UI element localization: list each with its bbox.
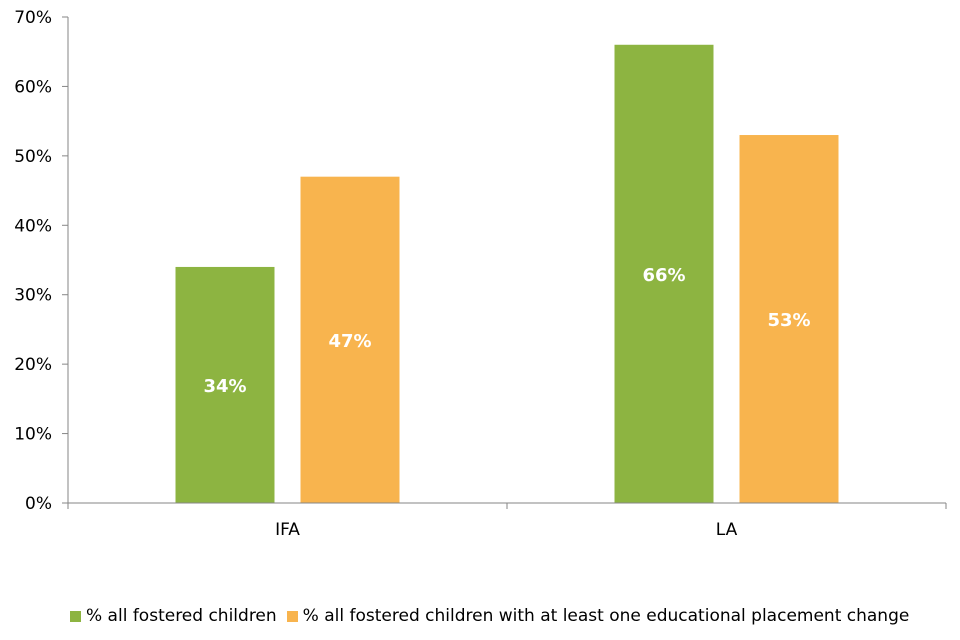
- bar-la-series-2: [739, 135, 839, 503]
- y-tick-label: 40%: [14, 216, 52, 236]
- legend-swatch-all-fostered: [70, 610, 81, 622]
- data-label-la-series-1: 66%: [642, 265, 685, 286]
- category-label-ifa: IFA: [275, 520, 300, 540]
- legend: % all fostered children % all fostered c…: [70, 606, 919, 626]
- data-labels: 34% 47% 66% 53%: [203, 265, 810, 397]
- legend-label-all-fostered: % all fostered children: [86, 606, 277, 626]
- data-label-la-series-2: 53%: [767, 310, 810, 331]
- legend-label-placement-change: % all fostered children with at least on…: [302, 606, 910, 626]
- data-label-ifa-series-2: 47%: [328, 331, 371, 352]
- bar-ifa-series-2: [300, 176, 400, 503]
- category-label-la: LA: [716, 520, 738, 540]
- y-axis: 0% 10% 20% 30% 40% 50% 60% 70%: [14, 8, 69, 514]
- legend-item-all-fostered: % all fostered children: [70, 606, 277, 626]
- legend-item-placement-change: % all fostered children with at least on…: [286, 606, 910, 626]
- y-tick-label: 60%: [14, 77, 52, 97]
- data-label-ifa-series-1: 34%: [203, 376, 246, 397]
- y-tick-label: 20%: [14, 355, 52, 375]
- y-tick-label: 30%: [14, 286, 52, 306]
- bar-la-series-1: [614, 44, 714, 504]
- y-tick-label: 50%: [14, 147, 52, 167]
- y-tick-label: 10%: [14, 425, 52, 445]
- x-axis: IFA LA: [67, 502, 947, 540]
- y-tick-label: 70%: [14, 8, 52, 28]
- legend-swatch-placement-change: [286, 610, 298, 622]
- bars: [175, 44, 839, 504]
- bar-ifa-series-1: [175, 266, 275, 503]
- y-tick-label: 0%: [25, 494, 52, 514]
